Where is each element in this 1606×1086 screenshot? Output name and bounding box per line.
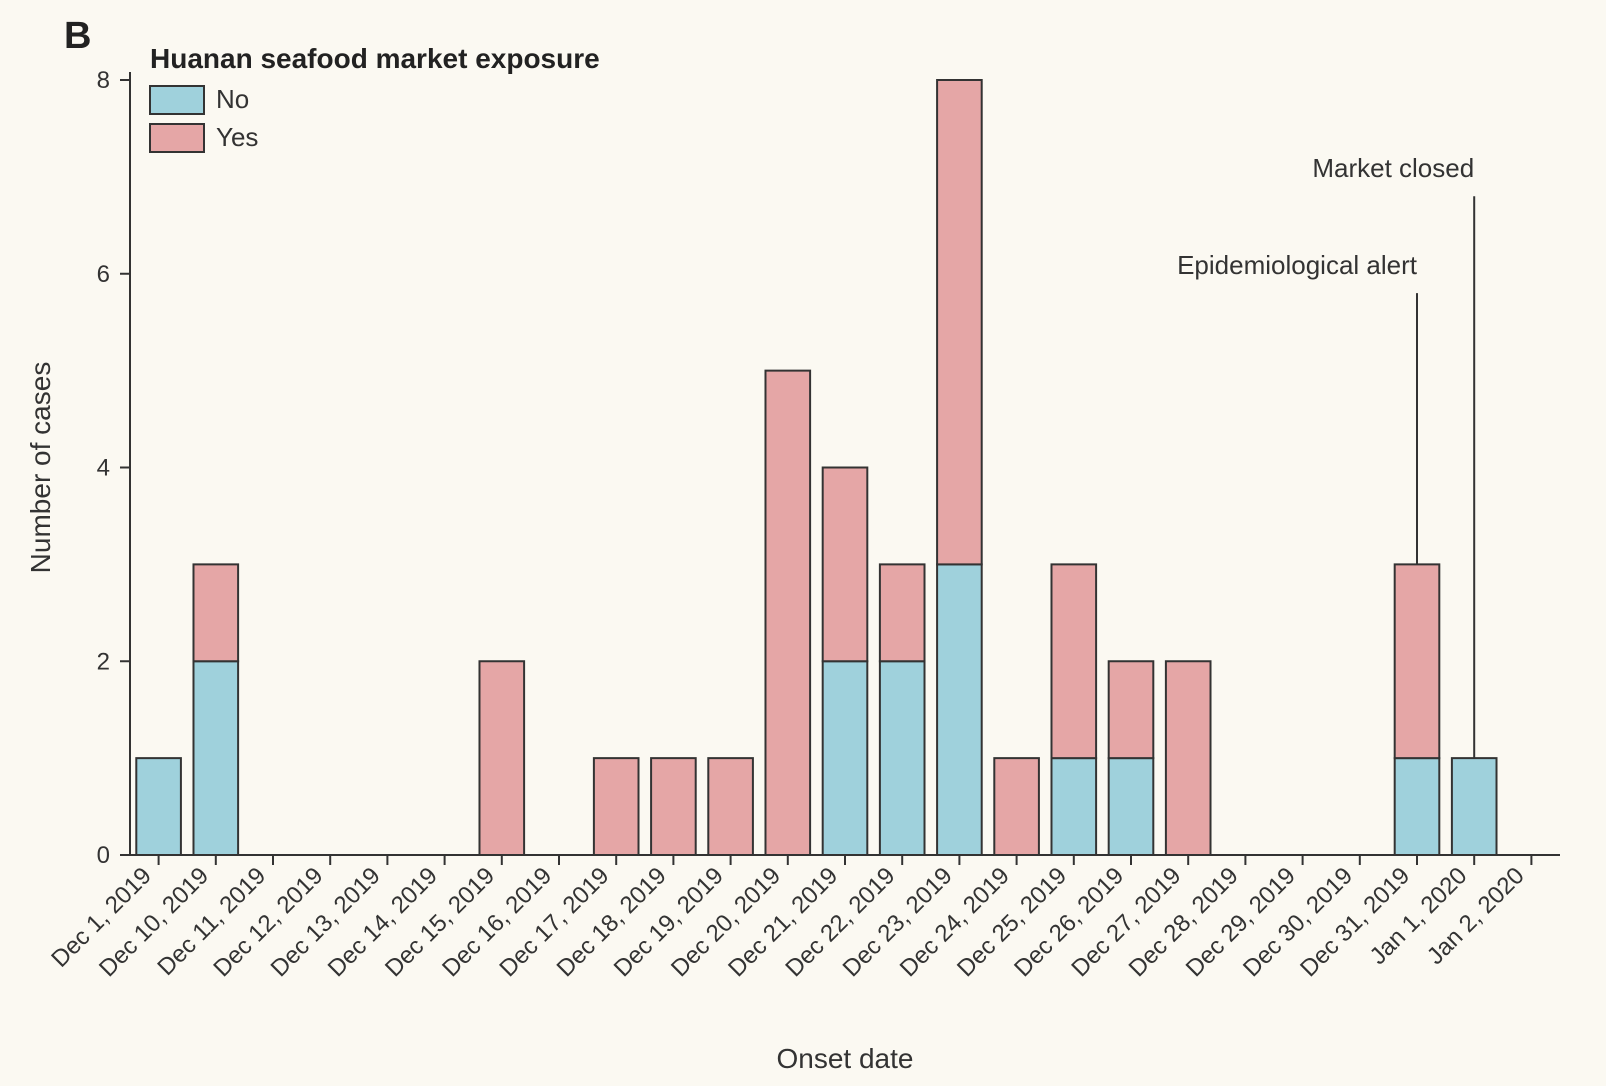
bar-no bbox=[823, 661, 868, 855]
legend-title: Huanan seafood market exposure bbox=[150, 43, 600, 74]
panel-letter: B bbox=[64, 15, 91, 57]
bar-yes bbox=[1109, 661, 1154, 758]
y-tick-label: 6 bbox=[97, 261, 110, 288]
legend-item-label: Yes bbox=[216, 122, 258, 152]
bar-yes bbox=[880, 564, 925, 661]
bar-yes bbox=[1166, 661, 1211, 855]
chart-container: B02468Number of casesDec 1, 2019Dec 10, … bbox=[0, 0, 1606, 1086]
legend-item-label: No bbox=[216, 84, 249, 114]
legend-swatch bbox=[150, 86, 204, 114]
y-tick-label: 0 bbox=[97, 842, 110, 869]
chart-svg: B02468Number of casesDec 1, 2019Dec 10, … bbox=[0, 0, 1606, 1086]
x-axis-label: Onset date bbox=[777, 1043, 914, 1074]
bar-no bbox=[1051, 758, 1096, 855]
bar-yes bbox=[479, 661, 524, 855]
y-axis-label: Number of cases bbox=[25, 362, 56, 574]
bar-yes bbox=[1395, 564, 1440, 758]
bar-no bbox=[1109, 758, 1154, 855]
bar-yes bbox=[937, 80, 982, 564]
bar-yes bbox=[594, 758, 639, 855]
bar-yes bbox=[823, 468, 868, 662]
bar-yes bbox=[708, 758, 753, 855]
y-tick-label: 2 bbox=[97, 648, 110, 675]
bar-yes bbox=[1051, 564, 1096, 758]
bar-yes bbox=[994, 758, 1039, 855]
bar-yes bbox=[765, 371, 810, 855]
bar-no bbox=[193, 661, 238, 855]
bar-yes bbox=[651, 758, 696, 855]
bar-yes bbox=[193, 564, 238, 661]
bar-no bbox=[1395, 758, 1440, 855]
y-tick-label: 4 bbox=[97, 455, 110, 482]
bar-no bbox=[1452, 758, 1497, 855]
annotation-label: Epidemiological alert bbox=[1177, 250, 1418, 280]
bar-no bbox=[880, 661, 925, 855]
bar-no bbox=[136, 758, 181, 855]
bar-no bbox=[937, 564, 982, 855]
y-tick-label: 8 bbox=[97, 67, 110, 94]
annotation-label: Market closed bbox=[1312, 153, 1474, 183]
legend-swatch bbox=[150, 124, 204, 152]
